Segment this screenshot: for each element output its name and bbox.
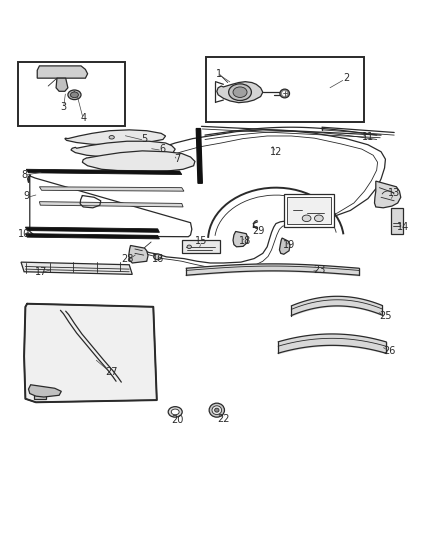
- Polygon shape: [25, 227, 159, 232]
- Text: 27: 27: [106, 367, 118, 377]
- Polygon shape: [374, 181, 401, 208]
- Polygon shape: [28, 385, 61, 397]
- Polygon shape: [39, 201, 183, 207]
- Ellipse shape: [280, 89, 290, 98]
- Text: 26: 26: [384, 345, 396, 356]
- Text: 29: 29: [252, 225, 265, 236]
- Polygon shape: [71, 141, 175, 158]
- Text: 28: 28: [122, 254, 134, 264]
- Ellipse shape: [283, 91, 287, 96]
- Polygon shape: [129, 246, 148, 263]
- Text: 14: 14: [397, 222, 409, 232]
- Text: 3: 3: [60, 102, 67, 111]
- Bar: [182, 240, 220, 253]
- Text: 19: 19: [283, 240, 295, 251]
- Text: 1: 1: [216, 69, 222, 79]
- Ellipse shape: [171, 409, 179, 415]
- Polygon shape: [21, 262, 132, 274]
- Polygon shape: [56, 78, 68, 91]
- Text: 12: 12: [270, 147, 282, 157]
- Text: 25: 25: [379, 311, 392, 320]
- Ellipse shape: [215, 408, 219, 412]
- Bar: [18, 61, 125, 126]
- Polygon shape: [82, 151, 195, 172]
- Ellipse shape: [168, 407, 182, 417]
- Polygon shape: [233, 231, 248, 247]
- Text: 4: 4: [80, 112, 86, 123]
- Text: 13: 13: [388, 188, 400, 198]
- Bar: [287, 197, 331, 224]
- Polygon shape: [217, 82, 263, 103]
- Text: 15: 15: [195, 236, 208, 246]
- Text: 7: 7: [174, 154, 180, 164]
- Text: 16: 16: [152, 254, 164, 264]
- Polygon shape: [65, 130, 166, 145]
- Text: 20: 20: [171, 415, 184, 425]
- Polygon shape: [39, 187, 184, 191]
- Ellipse shape: [109, 135, 114, 139]
- Ellipse shape: [68, 90, 81, 100]
- Bar: [284, 194, 334, 227]
- Text: 11: 11: [362, 132, 374, 142]
- Bar: [391, 208, 403, 233]
- Ellipse shape: [187, 245, 191, 248]
- Ellipse shape: [71, 92, 78, 98]
- Text: 23: 23: [314, 265, 326, 275]
- Polygon shape: [196, 128, 202, 183]
- Text: 8: 8: [21, 169, 27, 180]
- Bar: [206, 57, 364, 122]
- Text: 10: 10: [18, 229, 30, 239]
- Ellipse shape: [209, 403, 224, 417]
- Polygon shape: [279, 238, 290, 254]
- Polygon shape: [25, 233, 159, 239]
- Ellipse shape: [229, 84, 251, 101]
- Text: 2: 2: [343, 73, 349, 83]
- Text: 17: 17: [35, 266, 48, 277]
- Ellipse shape: [302, 215, 311, 222]
- Text: 9: 9: [23, 191, 29, 201]
- Text: 22: 22: [217, 414, 230, 424]
- Polygon shape: [24, 304, 157, 402]
- Text: 6: 6: [159, 144, 165, 154]
- Text: 18: 18: [239, 236, 251, 246]
- Polygon shape: [26, 169, 182, 174]
- Ellipse shape: [233, 87, 247, 98]
- Text: 5: 5: [141, 134, 148, 144]
- Ellipse shape: [212, 406, 222, 415]
- Ellipse shape: [154, 254, 162, 260]
- Bar: [34, 389, 46, 399]
- Polygon shape: [37, 66, 88, 78]
- Ellipse shape: [314, 215, 323, 222]
